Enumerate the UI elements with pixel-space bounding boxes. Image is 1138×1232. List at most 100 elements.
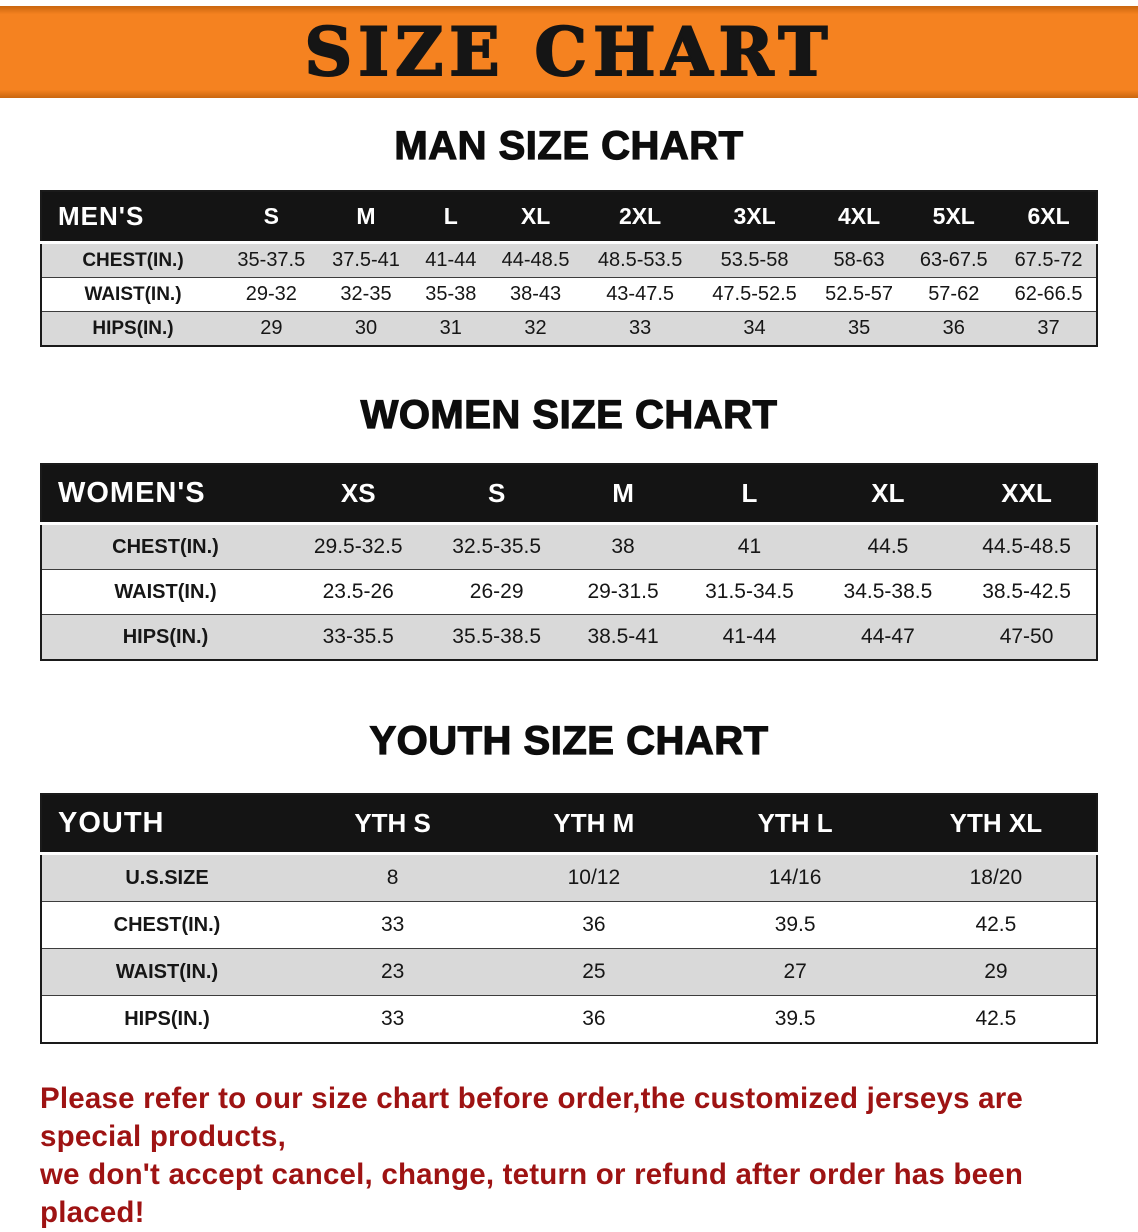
size-column-header: YTH L: [694, 794, 896, 855]
measurement-value: 29-31.5: [565, 569, 681, 615]
measurement-value: 31.5-34.5: [680, 569, 819, 615]
measurement-value: 33: [292, 901, 494, 949]
measurement-value: 23: [292, 948, 494, 996]
measurement-value: 32.5-35.5: [452, 535, 542, 558]
measurement-value: 27: [694, 948, 896, 996]
measurement-value: 67.5-72: [1014, 249, 1083, 271]
size-column-header: M: [565, 464, 681, 525]
measurement-value: 47.5-52.5: [697, 277, 812, 312]
size-column-header: L: [413, 191, 489, 244]
measurement-label: HIPS(IN.): [41, 614, 289, 660]
size-column-header: 2XL: [582, 191, 698, 244]
women-size-chart-section: WOMEN SIZE CHART WOMEN'S XS S M L XL XXL CHEST(…: [0, 392, 1138, 661]
measurement-value: 39.5: [694, 901, 896, 949]
measurement-value: 37.5-41: [332, 249, 400, 271]
measurement-row: WAIST(IN.) 29-32 32-35 35-38 38-43 43-47.5 47.…: [41, 277, 1097, 312]
measurement-row: U.S.SIZE 8 10/12 14/16 18/20: [41, 853, 1097, 902]
size-chart-banner: SIZE CHART: [0, 6, 1138, 98]
measurement-label: HIPS(IN.): [41, 995, 292, 1043]
measurement-value: 10/12: [567, 866, 621, 889]
size-column-header: YTH M: [493, 794, 695, 855]
measurement-value: 42.5: [895, 901, 1097, 949]
measurement-label: WAIST(IN.): [41, 277, 224, 312]
measurement-value: 42.5: [895, 995, 1097, 1043]
measurement-value: 29: [224, 311, 319, 346]
measurement-value: 26-29: [427, 569, 566, 615]
size-column-header: S: [224, 191, 319, 244]
size-column-header: YTH XL: [895, 794, 1097, 855]
measurement-value: 53.5-58: [720, 249, 789, 271]
measurement-value: 33-35.5: [289, 614, 428, 660]
measurement-label: WAIST(IN.): [41, 569, 289, 615]
measurement-value: 41: [737, 535, 762, 558]
measurement-value: 23.5-26: [289, 569, 428, 615]
measurement-value: 41-44: [425, 249, 477, 271]
measurement-value: 32: [488, 311, 583, 346]
measurement-value: 58-63: [833, 249, 885, 271]
size-column-header: 4XL: [811, 191, 907, 244]
measurement-value: 63-67.5: [919, 249, 988, 271]
measurement-row: HIPS(IN.) 33 36 39.5 42.5: [41, 995, 1097, 1043]
measurement-value: 32-35: [318, 277, 414, 312]
measurement-value: 39.5: [694, 995, 896, 1043]
measurement-value: 37: [1001, 311, 1097, 346]
measurement-row: HIPS(IN.) 29 30 31 32 33 34 35 36 37: [41, 311, 1097, 346]
measurement-value: 33: [292, 995, 494, 1043]
measurement-row: WAIST(IN.) 23 25 27 29: [41, 948, 1097, 996]
measurement-label: CHEST(IN.): [112, 535, 219, 558]
size-column-header: XL: [818, 464, 958, 525]
youth-size-table: YOUTH YTH S YTH M YTH L YTH XL U.S.SIZE 8 10/12…: [40, 793, 1098, 1044]
measurement-value: 43-47.5: [582, 277, 698, 312]
disclaimer-line-2: we don't accept cancel, change, teturn o…: [40, 1158, 1024, 1229]
youth-section-heading: YOUTH SIZE CHART: [369, 718, 769, 763]
disclaimer: Please refer to our size chart before or…: [40, 1080, 1100, 1232]
measurement-label: U.S.SIZE: [125, 866, 209, 889]
size-column-header: L: [680, 464, 819, 525]
men-section-heading: MAN SIZE CHART: [394, 123, 744, 168]
measurement-value: 62-66.5: [1001, 277, 1097, 312]
measurement-value: 38.5-42.5: [957, 569, 1097, 615]
measurement-row: WAIST(IN.) 23.5-26 26-29 29-31.5 31.5-34.5 34…: [41, 569, 1097, 615]
measurement-value: 8: [386, 866, 399, 889]
measurement-label: CHEST(IN.): [41, 901, 292, 949]
measurement-value: 36: [906, 311, 1002, 346]
size-column-header: XXL: [957, 464, 1097, 525]
measurement-value: 25: [493, 948, 695, 996]
measurement-value: 34: [697, 311, 812, 346]
women-section-heading: WOMEN SIZE CHART: [360, 392, 778, 437]
measurement-value: 35-37.5: [237, 249, 306, 271]
size-column-header: XL: [488, 191, 583, 244]
measurement-value: 44.5-48.5: [982, 535, 1071, 558]
measurement-value: 31: [413, 311, 489, 346]
measurement-row: CHEST(IN.) 29.5-32.5 32.5-35.5 38 41 44.5 44.5…: [41, 523, 1097, 570]
women-size-table: WOMEN'S XS S M L XL XXL CHEST(IN.) 29.5-32.5 32.5…: [40, 463, 1098, 661]
measurement-value: 36: [493, 901, 695, 949]
size-column-header: 3XL: [697, 191, 812, 244]
measurement-value: 14/16: [768, 866, 822, 889]
table-header-row: MEN'S S M L XL 2XL 3XL 4XL 5XL 6XL: [41, 191, 1097, 244]
size-column-header: M: [318, 191, 414, 244]
men-size-table: MEN'S S M L XL 2XL 3XL 4XL 5XL 6XL CHEST(IN.) 35-37…: [40, 190, 1098, 347]
size-column-header: 5XL: [906, 191, 1002, 244]
measurement-value: 35: [811, 311, 907, 346]
measurement-value: 35-38: [413, 277, 489, 312]
size-column-header: S: [427, 464, 566, 525]
measurement-value: 44.5: [867, 535, 909, 558]
disclaimer-line-1: Please refer to our size chart before or…: [40, 1082, 1023, 1153]
table-title-cell: WOMEN'S: [41, 464, 289, 525]
measurement-row: CHEST(IN.) 35-37.5 37.5-41 41-44 44-48.5 48.5…: [41, 242, 1097, 278]
measurement-value: 29.5-32.5: [313, 535, 403, 558]
measurement-value: 36: [493, 995, 695, 1043]
table-header-row: WOMEN'S XS S M L XL XXL: [41, 464, 1097, 525]
measurement-value: 35.5-38.5: [427, 614, 566, 660]
measurement-row: HIPS(IN.) 33-35.5 35.5-38.5 38.5-41 41-44 44-…: [41, 614, 1097, 660]
measurement-value: 29: [895, 948, 1097, 996]
measurement-value: 52.5-57: [811, 277, 907, 312]
measurement-value: 29-32: [224, 277, 319, 312]
measurement-value: 48.5-53.5: [597, 249, 683, 271]
measurement-value: 33: [582, 311, 698, 346]
measurement-value: 38: [611, 535, 635, 558]
measurement-label: CHEST(IN.): [82, 249, 184, 271]
banner-title: SIZE CHART: [304, 13, 834, 91]
measurement-value: 57-62: [906, 277, 1002, 312]
